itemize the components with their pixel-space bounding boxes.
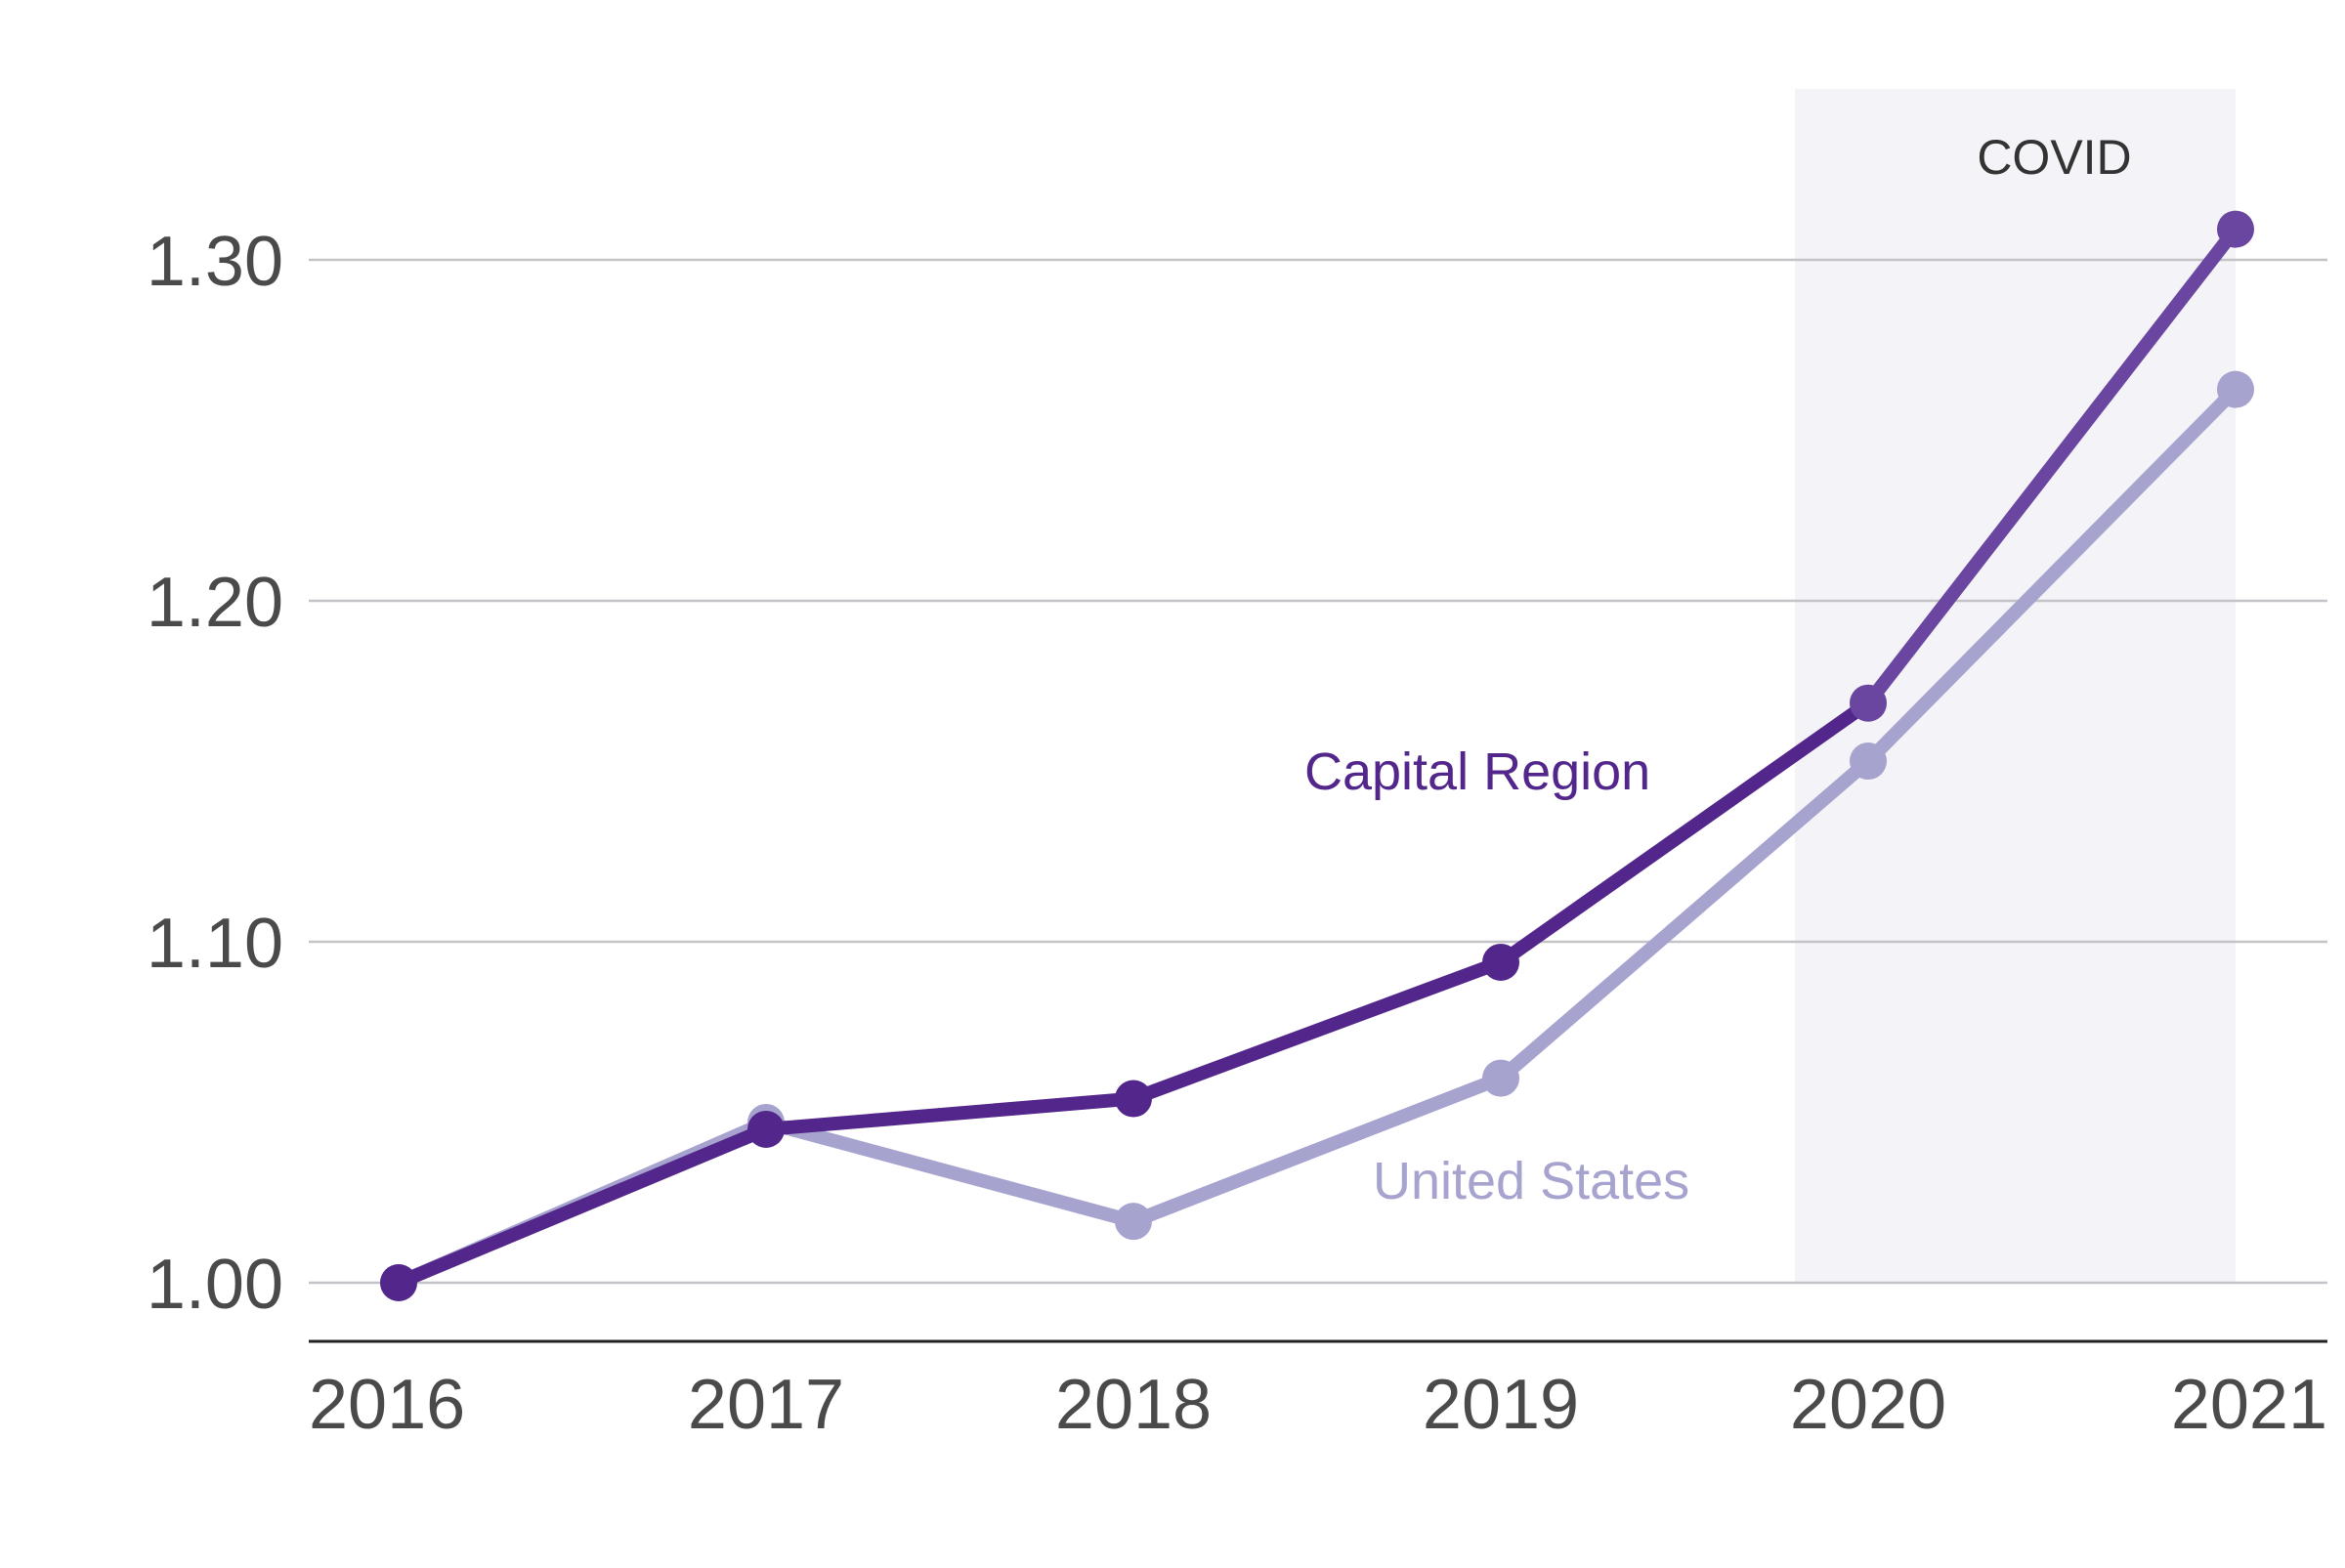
covid-shaded-band: [1795, 89, 2236, 1283]
series-layer: [380, 210, 2254, 1301]
x-tick-label: 2020: [1790, 1366, 1946, 1444]
capital-region-point: [380, 1264, 417, 1301]
axis-layer: 2016 2017 2018 2019 2020 2021: [309, 1339, 2327, 1444]
united-states-point: [2217, 370, 2254, 408]
y-tick-label: 1.20: [147, 564, 283, 642]
y-tick-label: 1.10: [147, 905, 283, 983]
capital-region-point: [1115, 1080, 1152, 1118]
annotation-layer: COVID: [1795, 89, 2236, 1283]
capital-region-line-covid-segment: [1861, 222, 2242, 710]
united-states-line-covid-segment: [1861, 382, 2242, 769]
united-states-label: United States: [1373, 1152, 1689, 1210]
covid-label: COVID: [1977, 130, 2131, 185]
capital-region-point: [2217, 210, 2254, 248]
united-states-point: [1115, 1203, 1152, 1241]
x-tick-label: 2021: [2171, 1366, 2327, 1444]
grid-layer: 1.00 1.10 1.20 1.30: [147, 223, 2327, 1324]
united-states-point: [1482, 1059, 1519, 1097]
x-tick-label: 2018: [1055, 1366, 1212, 1444]
x-tick-label: 2019: [1423, 1366, 1579, 1444]
capital-region-point: [1850, 684, 1887, 722]
label-layer: Capital Region United States: [1304, 742, 1689, 1210]
capital-region-point: [1482, 943, 1519, 981]
united-states-point: [1850, 742, 1887, 781]
capital-region-label: Capital Region: [1304, 742, 1650, 801]
capital-region-point: [747, 1110, 785, 1148]
y-tick-label: 1.30: [147, 223, 283, 301]
x-tick-label: 2017: [688, 1366, 844, 1444]
y-tick-label: 1.00: [147, 1246, 283, 1324]
x-tick-label: 2016: [309, 1366, 465, 1444]
